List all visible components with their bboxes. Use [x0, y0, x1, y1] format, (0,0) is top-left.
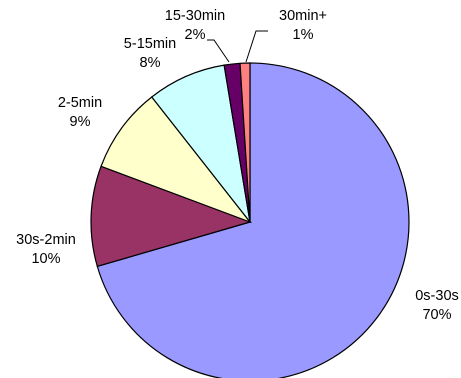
slice-percent-30s-2min: 10% — [31, 251, 60, 267]
leader-line-30min- — [245, 30, 268, 63]
slice-label-15-30min: 15-30min — [165, 8, 225, 24]
slice-label-2-5min: 2-5min — [58, 95, 102, 111]
slice-percent-15-30min: 2% — [185, 27, 206, 43]
slice-label-5-15min: 5-15min — [124, 36, 176, 52]
leader-line-15-30min — [207, 39, 230, 63]
slice-percent-30min-: 1% — [293, 27, 314, 43]
slice-label-0s-30s: 0s-30s — [415, 288, 459, 304]
pie-slice-0s-30s — [96, 62, 410, 378]
slice-label-30min-: 30min+ — [279, 8, 327, 24]
slice-label-30s-2min: 30s-2min — [16, 232, 76, 248]
slice-percent-0s-30s: 70% — [422, 307, 451, 323]
pie-slice-30min- — [239, 62, 251, 223]
pie-slice-30s-2min — [90, 165, 252, 268]
pie-slice-2-5min — [100, 96, 252, 224]
slice-percent-2-5min: 9% — [70, 114, 91, 130]
slice-percent-5-15min: 8% — [140, 55, 161, 71]
pie-slices — [90, 62, 410, 378]
